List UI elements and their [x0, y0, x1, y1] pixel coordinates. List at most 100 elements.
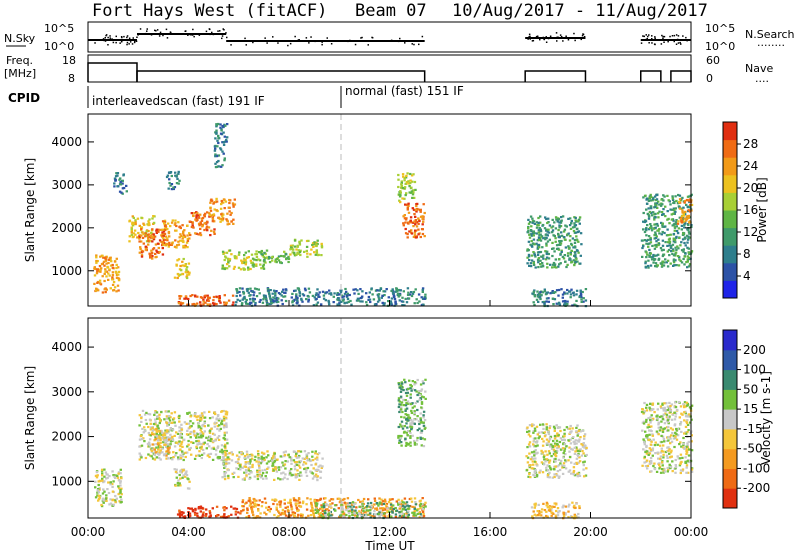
echo-region: [314, 501, 427, 520]
colorbar-swatch: [723, 245, 737, 264]
echo-region: [530, 501, 581, 520]
noise-scale-top: 10^5: [44, 22, 74, 35]
freq-scale-bottom: 8: [68, 72, 75, 85]
colorbar-tick-label: 28: [743, 137, 758, 151]
colorbar-tick-label: 50: [743, 382, 758, 396]
colorbar-tick-label: 16: [743, 203, 758, 217]
colorbar-tick-label: 8: [743, 247, 751, 261]
echo-region: [259, 249, 291, 265]
colorbar-swatch: [723, 227, 737, 246]
freq-label: Freq.: [6, 54, 33, 67]
colorbar-swatch: [723, 369, 737, 390]
echo-region: [188, 211, 216, 237]
colorbar-tick-label: 15: [743, 402, 758, 416]
echo-region: [161, 219, 191, 249]
power-panel: 1000 2000 3000 4000 Slant Range [km]: [23, 113, 694, 308]
nsearch-style: ........: [757, 36, 785, 49]
beam-label: Beam 07: [355, 1, 427, 21]
y-tick-label: 3000: [51, 178, 82, 192]
y-tick-label: 1000: [51, 474, 82, 488]
colorbar-tick-label: -200: [743, 481, 770, 495]
nsky-label: N.Sky: [4, 32, 36, 45]
y-tick-label: 2000: [51, 221, 82, 235]
colorbar-tick-label: -50: [743, 442, 763, 456]
echo-region: [525, 423, 588, 479]
noise-scale-bottom-right: 10^0: [705, 40, 735, 53]
colorbar-swatch: [723, 409, 737, 430]
velocity-data: [94, 378, 694, 520]
echo-region: [221, 249, 267, 271]
freq-trace: [87, 62, 692, 82]
echo-region: [173, 468, 191, 490]
colorbar-tick-label: 12: [743, 225, 758, 239]
y-tick-label: 3000: [51, 385, 82, 399]
echo-region: [397, 172, 417, 204]
echo-region: [150, 427, 171, 457]
mode-label-2: normal (fast) 151 IF: [345, 84, 464, 98]
colorbar-swatch: [723, 192, 737, 211]
colorbar-swatch: [723, 122, 737, 141]
noise-trace: [88, 28, 691, 47]
power-colorbar: 4 8 12 16 20 24 28 Power [dB]: [722, 121, 769, 299]
velocity-panel: 1000 2000 3000 4000 Slant Range [km]: [23, 317, 694, 520]
colorbar-tick-label: -100: [743, 461, 770, 475]
echo-region: [526, 215, 583, 269]
mode-label-1: interleavedscan (fast) 191 IF: [92, 94, 265, 108]
echo-region: [165, 170, 181, 191]
x-axis-ticks: 00:00 04:00 08:00 12:00 16:00 20:00 00:00: [71, 300, 709, 539]
colorbar-tick-label: 20: [743, 181, 758, 195]
echo-region: [397, 378, 427, 448]
x-tick-label: 00:00: [674, 525, 709, 539]
nave-scale-bottom: 0: [706, 72, 713, 85]
colorbar-swatch: [723, 468, 737, 489]
x-tick-label: 16:00: [473, 525, 508, 539]
noise-panel: 10^5 10^0 10^5 10^0 N.Sky N.Search .....…: [4, 21, 795, 53]
colorbar-swatch: [723, 262, 737, 281]
colorbar-swatch: [723, 389, 737, 410]
y-tick-label: 4000: [51, 135, 82, 149]
x-tick-label: 00:00: [71, 525, 106, 539]
velocity-colorbar: -200 -100 -50 -15 15 50 100 200 Velocity [m s-1…: [722, 329, 773, 509]
freq-scale-top: 18: [62, 54, 76, 67]
echo-region: [94, 468, 123, 508]
date-range: 10/Aug/2017 - 11/Aug/2017: [452, 1, 708, 21]
echo-region: [213, 122, 229, 169]
colorbar-swatch: [723, 280, 737, 299]
nsearch-label: N.Search: [745, 28, 795, 41]
noise-scale-top-right: 10^5: [705, 22, 735, 35]
nave-style: ....: [755, 72, 769, 85]
colorbar-tick-label: 100: [743, 363, 766, 377]
echo-region: [173, 257, 191, 280]
colorbar-tick-label: 24: [743, 159, 758, 173]
echo-region: [289, 238, 324, 258]
velocity-colorbar-label: Velocity [m s-1]: [759, 371, 773, 465]
colorbar-swatch: [723, 330, 737, 351]
colorbar-tick-label: -15: [743, 422, 763, 436]
colorbar-swatch: [723, 139, 737, 158]
power-y-ticks: 1000 2000 3000 4000: [51, 135, 691, 278]
colorbar-tick-label: 4: [743, 269, 751, 283]
colorbar-swatch: [723, 488, 737, 509]
freq-line: [87, 62, 138, 82]
echo-region: [221, 450, 324, 482]
nave-scale-top: 60: [706, 54, 720, 67]
cpid-modes: interleavedscan (fast) 191 IF normal (fa…: [87, 84, 464, 108]
echo-region: [138, 228, 166, 260]
colorbar-swatch: [723, 448, 737, 469]
echo-region: [208, 197, 237, 226]
echo-region: [402, 202, 426, 239]
echo-region: [676, 198, 694, 225]
y-tick-label: 4000: [51, 340, 82, 354]
x-tick-label: 04:00: [171, 525, 206, 539]
mhz-label: [MHz]: [4, 67, 36, 80]
x-tick-label: 08:00: [272, 525, 307, 539]
power-y-label: Slant Range [km]: [23, 158, 37, 262]
echo-region: [640, 400, 694, 475]
x-axis-label: Time UT: [364, 539, 415, 553]
echo-region: [138, 409, 229, 462]
colorbar-swatch: [723, 210, 737, 229]
x-tick-label: 12:00: [372, 525, 407, 539]
y-tick-label: 1000: [51, 264, 82, 278]
echo-region: [531, 288, 588, 308]
x-tick-label: 20:00: [573, 525, 608, 539]
